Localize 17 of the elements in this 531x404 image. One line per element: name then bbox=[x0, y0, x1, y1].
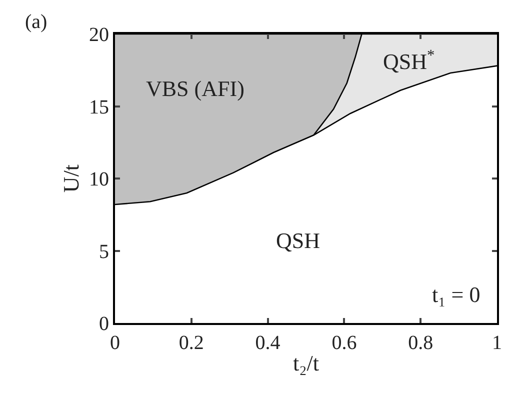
y-tick-label: 10 bbox=[89, 168, 109, 190]
annotation: VBS (AFI) bbox=[146, 76, 244, 101]
x-tick-label: 0.2 bbox=[178, 332, 204, 354]
y-tick-label: 20 bbox=[89, 24, 109, 46]
y-axis-title: U/t bbox=[58, 164, 84, 193]
annotation: QSH bbox=[276, 228, 320, 253]
y-tick-label: 0 bbox=[99, 313, 109, 335]
x-axis-title: t₂/t bbox=[292, 350, 320, 376]
y-tick-label: 5 bbox=[99, 240, 109, 263]
text: (a) bbox=[25, 11, 48, 33]
y-tick-label: 15 bbox=[89, 96, 109, 118]
annotation: QSH$^{*}$ bbox=[383, 47, 435, 74]
x-tick-label: 1 bbox=[492, 332, 502, 354]
x-tick-label: 0.8 bbox=[408, 332, 434, 354]
x-tick-label: 0.6 bbox=[332, 332, 357, 354]
annotation: t₁ = 0 bbox=[432, 282, 480, 307]
x-tick-label: 0.4 bbox=[255, 332, 280, 354]
